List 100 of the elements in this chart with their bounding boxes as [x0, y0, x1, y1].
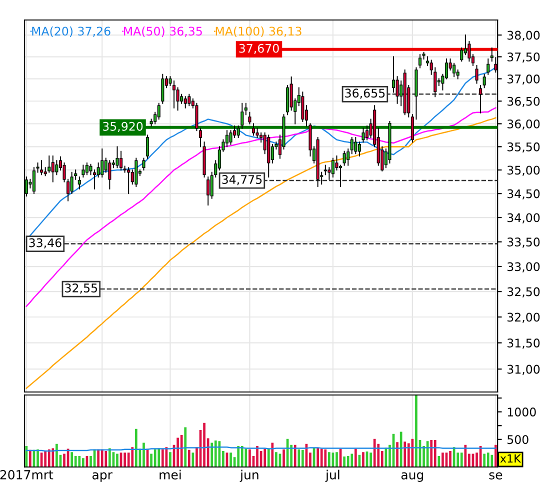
y-tick-label: 31,50 [508, 338, 540, 349]
y-tick-label: 36,50 [508, 96, 540, 107]
candlestick [486, 58, 490, 75]
candlestick [188, 94, 191, 106]
bar [430, 440, 433, 467]
candlestick [365, 126, 369, 140]
bar [404, 442, 406, 467]
bar [52, 448, 54, 467]
bar [328, 452, 330, 467]
candlestick [127, 167, 130, 194]
ref-line-label: 33,46 [29, 238, 62, 248]
candlestick [244, 102, 248, 116]
ref-line-label: 37,670 [239, 44, 279, 54]
bar [169, 452, 172, 467]
bar [362, 452, 364, 467]
candlestick [48, 155, 51, 173]
candlestick [157, 102, 160, 120]
candlestick [354, 136, 358, 154]
bar [494, 444, 497, 467]
bar [48, 449, 50, 467]
candlestick [396, 76, 399, 104]
candlestick [161, 74, 164, 104]
candlestick [120, 150, 123, 170]
candlestick [116, 146, 119, 168]
bar [214, 440, 217, 467]
y-tick-label: 38,00 [508, 30, 540, 41]
bar [275, 452, 278, 467]
bar [97, 449, 100, 467]
bar [100, 449, 104, 467]
candlestick [346, 148, 350, 166]
candlestick [100, 148, 104, 178]
bar [298, 449, 300, 467]
candlestick [324, 164, 327, 176]
bar [248, 449, 251, 467]
candlestick [108, 160, 112, 190]
candlestick [146, 134, 150, 159]
bar [161, 449, 164, 467]
bar [271, 442, 274, 467]
bar [44, 452, 47, 467]
bar [188, 450, 190, 467]
bar [320, 448, 323, 467]
candlestick [479, 84, 482, 114]
line-series [26, 107, 496, 307]
bar [134, 428, 138, 467]
y-tick-label: 500 [508, 435, 528, 444]
bar [131, 447, 134, 467]
x-tick-label: jul [325, 470, 340, 482]
bar [460, 452, 463, 467]
text: x1K [500, 454, 522, 463]
bar [302, 450, 304, 467]
bar [350, 454, 354, 467]
y-tick-label: 35,50 [508, 142, 540, 153]
bar [25, 446, 28, 467]
bar [486, 452, 490, 467]
candlestick [176, 87, 180, 111]
bar [82, 458, 84, 467]
bar [346, 456, 350, 467]
bar [142, 442, 145, 467]
candlestick [358, 142, 361, 156]
bar [400, 432, 402, 467]
candlestick [85, 162, 88, 176]
candlestick [475, 65, 478, 84]
bar [354, 448, 357, 467]
bar [264, 448, 266, 467]
x-tick-label: aug [401, 472, 424, 482]
legend-label: MA(20) 37,26 [32, 26, 110, 38]
bar [78, 456, 81, 467]
candlestick [36, 162, 40, 173]
bar [407, 443, 410, 467]
bar [56, 444, 58, 467]
bar [370, 452, 372, 467]
bar [256, 446, 258, 467]
bar [203, 422, 206, 467]
x-tick-label: mei [160, 470, 181, 480]
candlestick [51, 155, 54, 182]
bar [434, 440, 436, 467]
candlestick [195, 102, 198, 132]
y-tick-label: 34,00 [508, 213, 540, 224]
candlestick [452, 62, 456, 78]
candlestick [40, 160, 44, 176]
bar [343, 456, 346, 467]
candlestick [78, 176, 81, 190]
candlestick [70, 172, 74, 194]
ref-line-label: 35,920 [103, 122, 143, 132]
legend-label: MA(50) 36,35 [124, 26, 202, 38]
candlestick [32, 167, 36, 194]
candlestick [252, 123, 256, 136]
bar [70, 452, 74, 467]
y-tick-label: 32,00 [508, 312, 540, 323]
candlestick [96, 162, 100, 178]
x-tick-label: jun [240, 470, 258, 482]
bar [396, 442, 398, 467]
candlestick [142, 158, 146, 170]
candlestick [460, 48, 464, 62]
bar [415, 395, 418, 467]
y-tick-label: 37,50 [508, 52, 540, 63]
bar [150, 454, 152, 467]
ref-line-label: 36,655 [345, 88, 385, 99]
ref-line-label: 34,775 [222, 175, 262, 186]
bar [74, 456, 77, 467]
